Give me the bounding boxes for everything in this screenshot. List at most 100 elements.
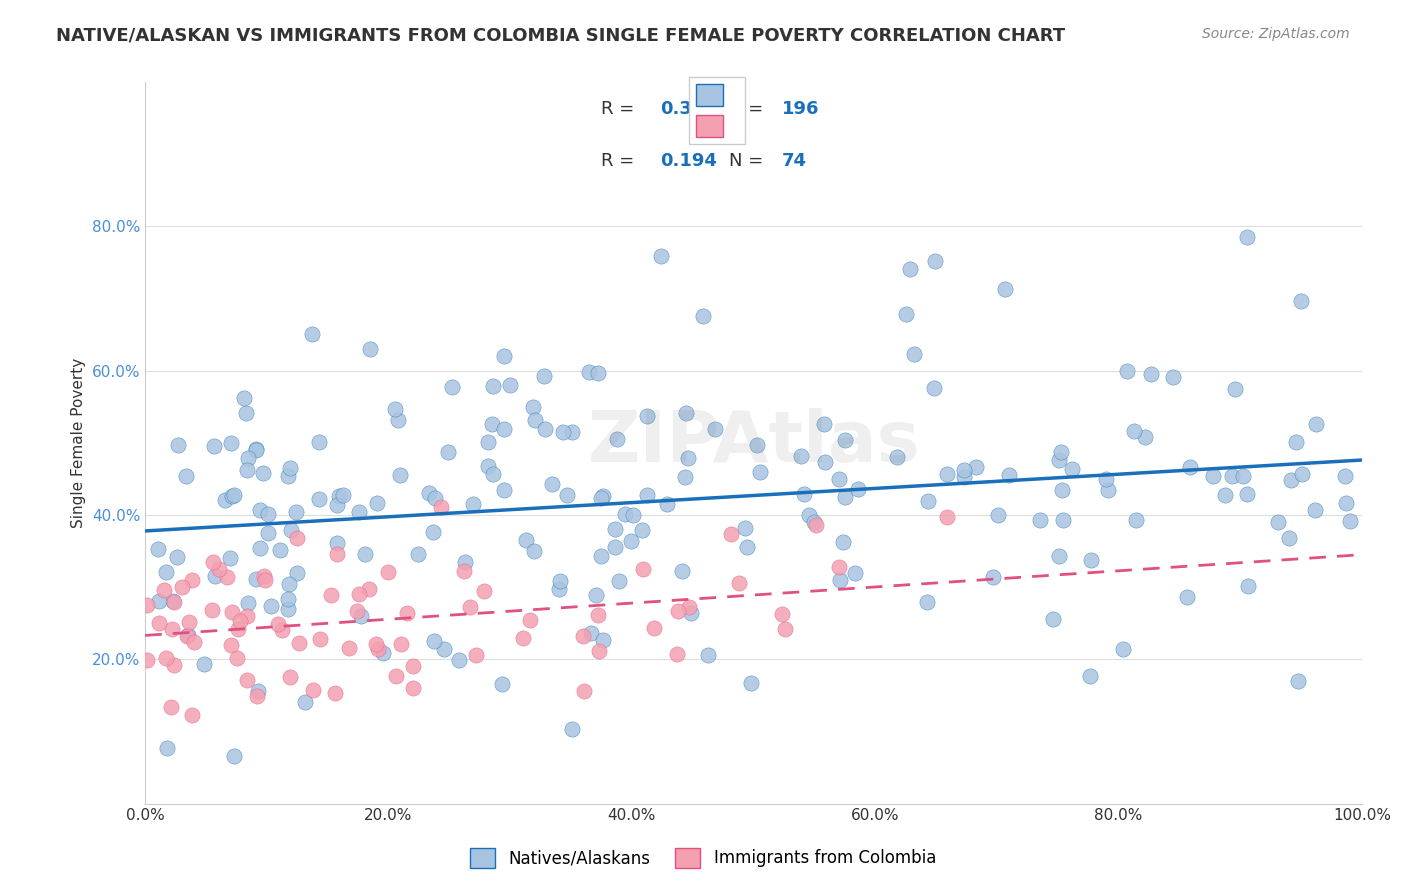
- Point: [408, 547, 430, 561]
- Point: [548, 574, 571, 589]
- Point: [391, 637, 413, 651]
- Point: [135, 598, 157, 612]
- Point: [326, 498, 349, 512]
- Point: [1042, 612, 1064, 626]
- Point: [433, 641, 456, 656]
- Point: [675, 406, 697, 420]
- Point: [477, 459, 499, 474]
- Point: [253, 569, 276, 583]
- Point: [277, 601, 299, 615]
- Point: [523, 413, 546, 427]
- Point: [218, 551, 240, 566]
- Point: [636, 409, 658, 424]
- Point: [454, 555, 477, 569]
- Point: [285, 566, 308, 581]
- Point: [1047, 453, 1070, 467]
- Point: [572, 684, 595, 698]
- Point: [620, 534, 643, 549]
- Text: 0.194: 0.194: [659, 153, 717, 170]
- Point: [1236, 229, 1258, 244]
- Point: [749, 465, 772, 479]
- Point: [965, 460, 987, 475]
- Point: [319, 588, 342, 602]
- Point: [163, 657, 186, 672]
- Point: [555, 488, 578, 502]
- Point: [285, 506, 308, 520]
- Point: [155, 650, 177, 665]
- Point: [170, 580, 193, 594]
- Point: [160, 622, 183, 636]
- Point: [235, 406, 257, 420]
- Point: [834, 434, 856, 448]
- Point: [519, 613, 541, 627]
- Point: [418, 485, 440, 500]
- Point: [1222, 469, 1244, 483]
- Point: [271, 623, 294, 637]
- Legend: Natives/Alaskans, Immigrants from Colombia: Natives/Alaskans, Immigrants from Colomb…: [464, 841, 942, 875]
- Point: [894, 307, 917, 321]
- Point: [245, 572, 267, 586]
- Point: [603, 522, 626, 536]
- Point: [1097, 483, 1119, 497]
- Point: [402, 681, 425, 696]
- Point: [346, 604, 368, 618]
- Point: [174, 468, 197, 483]
- Point: [522, 400, 544, 414]
- Point: [1028, 513, 1050, 527]
- Point: [402, 659, 425, 673]
- Point: [422, 524, 444, 539]
- Point: [1177, 590, 1199, 604]
- Point: [952, 462, 974, 476]
- Point: [813, 417, 835, 431]
- Point: [155, 566, 177, 580]
- Point: [472, 583, 495, 598]
- Point: [1140, 368, 1163, 382]
- Point: [278, 577, 301, 591]
- Point: [224, 749, 246, 764]
- Point: [256, 525, 278, 540]
- Point: [278, 670, 301, 684]
- Point: [1050, 483, 1073, 497]
- Point: [636, 488, 658, 502]
- Point: [226, 651, 249, 665]
- Point: [579, 626, 602, 640]
- Point: [720, 527, 742, 541]
- Point: [630, 523, 652, 537]
- Point: [259, 599, 281, 613]
- Point: [269, 542, 291, 557]
- Point: [747, 437, 769, 451]
- Point: [332, 488, 354, 502]
- Point: [245, 442, 267, 456]
- Point: [606, 432, 628, 446]
- Point: [804, 518, 827, 533]
- Point: [561, 722, 583, 736]
- Y-axis label: Single Female Poverty: Single Female Poverty: [72, 358, 86, 528]
- Point: [592, 632, 614, 647]
- Point: [734, 521, 756, 535]
- Point: [236, 463, 259, 477]
- Point: [844, 566, 866, 580]
- Point: [326, 547, 349, 561]
- Point: [793, 486, 815, 500]
- Point: [561, 425, 583, 439]
- Point: [981, 570, 1004, 584]
- Point: [886, 450, 908, 465]
- Point: [367, 642, 389, 657]
- Point: [280, 523, 302, 537]
- Point: [1116, 364, 1139, 378]
- Point: [246, 683, 269, 698]
- Point: [302, 682, 325, 697]
- Point: [193, 657, 215, 671]
- Point: [1334, 495, 1357, 509]
- Point: [176, 629, 198, 643]
- Point: [770, 607, 793, 622]
- Point: [1112, 642, 1135, 657]
- Point: [460, 600, 482, 615]
- Point: [828, 560, 851, 574]
- Text: R =: R =: [602, 153, 641, 170]
- Point: [797, 508, 820, 522]
- Point: [245, 442, 267, 457]
- Point: [347, 587, 370, 601]
- Point: [326, 536, 349, 550]
- Text: 0.353: 0.353: [659, 100, 717, 118]
